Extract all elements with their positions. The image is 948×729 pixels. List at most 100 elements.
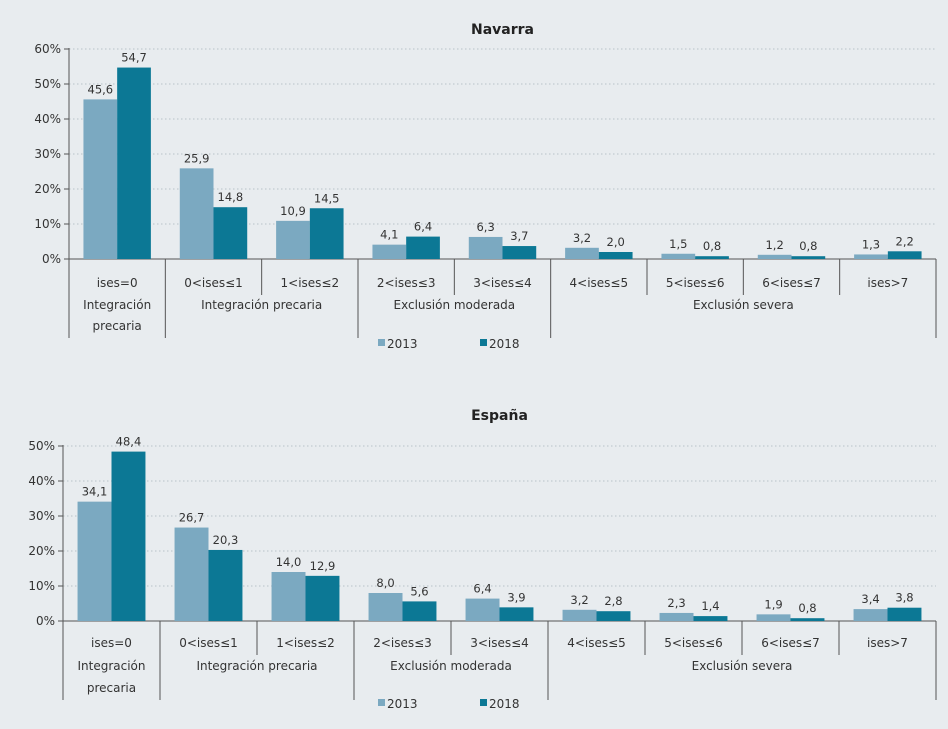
espana-data-label-2013: 3,2 <box>570 593 588 607</box>
espana-legend-label-2013: 2013 <box>387 697 418 711</box>
espana-category-label: 2<ises≤3 <box>373 636 432 650</box>
espana-data-label-2013: 14,0 <box>276 555 302 569</box>
espana-y-tick-label: 50% <box>28 439 55 453</box>
navarra-bar-2013 <box>372 244 407 259</box>
navarra-legend-swatch-2018 <box>480 339 487 346</box>
espana-bar-2018 <box>693 616 728 621</box>
espana-data-label-2018: 1,4 <box>701 599 719 613</box>
navarra-data-label-2018: 0,8 <box>703 239 721 253</box>
navarra-data-label-2013: 1,2 <box>765 238 783 252</box>
espana-category-label: 5<ises≤6 <box>664 636 723 650</box>
navarra-data-label-2013: 1,3 <box>862 237 880 251</box>
navarra-y-tick-label: 40% <box>34 112 61 126</box>
navarra-bar-2018 <box>406 236 440 259</box>
espana-data-label-2018: 48,4 <box>116 435 142 449</box>
navarra-data-label-2013: 1,5 <box>669 237 687 251</box>
navarra-data-label-2013: 45,6 <box>88 82 114 96</box>
espana-data-label-2013: 8,0 <box>376 576 394 590</box>
espana-legend-label-2018: 2018 <box>489 697 520 711</box>
espana-bar-2018 <box>208 549 243 621</box>
espana-data-label-2013: 6,4 <box>473 582 491 596</box>
espana-category-label: 6<ises≤7 <box>761 636 820 650</box>
espana-category-label: 0<ises≤1 <box>179 636 238 650</box>
navarra-y-tick-label: 30% <box>34 147 61 161</box>
navarra-y-tick-label: 50% <box>34 77 61 91</box>
navarra-category-label: ises=0 <box>97 276 138 290</box>
navarra-data-label-2018: 14,8 <box>218 190 244 204</box>
espana-bar-2018 <box>790 618 825 621</box>
espana-bar-2013 <box>853 609 888 621</box>
espana-y-tick-label: 30% <box>28 509 55 523</box>
navarra-group-label: Integración precaria <box>201 298 322 312</box>
navarra-bar-2018 <box>213 207 248 259</box>
espana-bar-2013 <box>659 612 694 621</box>
navarra-y-tick-label: 0% <box>42 252 61 266</box>
espana-bar-2013 <box>271 572 306 621</box>
espana-y-tick-label: 20% <box>28 544 55 558</box>
navarra-bar-2013 <box>83 99 118 260</box>
navarra-category-label: 4<ises≤5 <box>570 276 629 290</box>
espana-legend-swatch-2018 <box>480 699 487 706</box>
navarra-data-label-2013: 6,3 <box>476 220 494 234</box>
espana-bar-2013 <box>368 593 403 621</box>
navarra-bar-2013 <box>854 254 888 259</box>
espana-data-label-2018: 20,3 <box>213 533 239 547</box>
espana-data-label-2013: 3,4 <box>861 592 879 606</box>
navarra-bar-2013 <box>661 253 696 259</box>
espana-data-label-2013: 2,3 <box>667 596 685 610</box>
navarra-category-label: 3<ises≤4 <box>473 276 532 290</box>
espana-y-tick-label: 40% <box>28 474 55 488</box>
navarra-bar-2018 <box>117 67 151 259</box>
espana-bar-2013 <box>77 501 112 621</box>
navarra-data-label-2013: 25,9 <box>184 151 210 165</box>
espana-bar-2018 <box>402 601 437 621</box>
navarra-y-tick-label: 20% <box>34 182 61 196</box>
navarra-bar-2018 <box>598 252 633 259</box>
navarra-bar-2013 <box>565 247 599 259</box>
navarra-y-tick-label: 10% <box>34 217 61 231</box>
espana-bar-2013 <box>756 614 791 621</box>
navarra-group-label: Integración <box>83 298 151 312</box>
navarra-category-label: 5<ises≤6 <box>666 276 725 290</box>
navarra-category-label: 6<ises≤7 <box>762 276 821 290</box>
navarra-chart-title: Navarra <box>471 22 534 38</box>
navarra-group-label: Exclusión moderada <box>394 298 516 312</box>
navarra-bar-2018 <box>887 251 922 259</box>
espana-data-label-2013: 26,7 <box>179 511 205 525</box>
espana-bar-2013 <box>465 598 500 621</box>
navarra-data-label-2013: 3,2 <box>573 231 591 245</box>
espana-group-label: Integración <box>77 659 145 673</box>
espana-data-label-2018: 12,9 <box>310 559 336 573</box>
espana-data-label-2013: 1,9 <box>764 597 782 611</box>
navarra-data-label-2018: 2,0 <box>607 235 625 249</box>
navarra-bar-2013 <box>468 236 503 259</box>
espana-category-label: 4<ises≤5 <box>567 636 626 650</box>
navarra-category-label: 0<ises≤1 <box>184 276 243 290</box>
navarra-data-label-2018: 2,2 <box>896 234 914 248</box>
espana-group-label: Exclusión severa <box>692 659 793 673</box>
espana-group-label: Exclusión moderada <box>390 659 512 673</box>
espana-data-label-2018: 2,8 <box>604 594 622 608</box>
navarra-bar-2018 <box>791 256 826 259</box>
espana-category-label: ises>7 <box>867 636 908 650</box>
navarra-data-label-2018: 6,4 <box>414 220 432 234</box>
navarra-legend-swatch-2013 <box>378 339 385 346</box>
navarra-data-label-2018: 14,5 <box>314 191 340 205</box>
espana-data-label-2013: 34,1 <box>82 485 108 499</box>
navarra-bar-2018 <box>309 208 344 259</box>
espana-data-label-2018: 5,6 <box>410 584 428 598</box>
espana-bar-2013 <box>174 527 209 621</box>
espana-bar-2018 <box>305 575 340 621</box>
navarra-group-label: Exclusión severa <box>693 298 794 312</box>
espana-category-label: 1<ises≤2 <box>276 636 335 650</box>
espana-legend-swatch-2013 <box>378 699 385 706</box>
espana-group-label: precaria <box>87 681 136 695</box>
navarra-legend-label-2013: 2013 <box>387 337 418 351</box>
navarra-data-label-2018: 0,8 <box>799 239 817 253</box>
espana-category-label: ises=0 <box>91 636 132 650</box>
navarra-data-label-2013: 10,9 <box>280 204 306 218</box>
navarra-data-label-2013: 4,1 <box>380 228 398 242</box>
navarra-bar-2018 <box>502 246 537 259</box>
navarra-category-label: 1<ises≤2 <box>281 276 340 290</box>
